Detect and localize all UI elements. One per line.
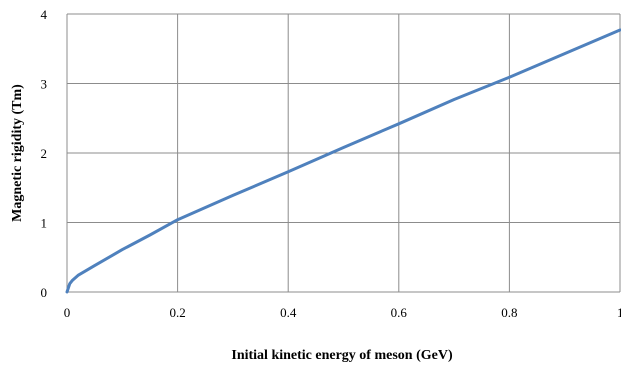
y-tick-label: 1 bbox=[41, 216, 48, 231]
y-tick-label: 0 bbox=[41, 285, 48, 300]
grid-lines bbox=[67, 13, 621, 292]
y-tick-label: 2 bbox=[41, 146, 48, 161]
x-tick-label: 1 bbox=[617, 305, 621, 320]
y-tick-labels: 0 1 2 3 4 bbox=[41, 7, 48, 300]
axes bbox=[66, 14, 620, 293]
x-tick-label: 0 bbox=[64, 305, 71, 320]
x-tick-label: 0.4 bbox=[280, 305, 297, 320]
x-tick-label: 0.2 bbox=[169, 305, 185, 320]
series-layer bbox=[65, 28, 621, 294]
y-tick-label: 3 bbox=[41, 77, 48, 92]
x-tick-label: 0.8 bbox=[501, 305, 517, 320]
y-axis-title: Magnetic rigidity (Tm) bbox=[10, 84, 25, 222]
x-tick-label: 0.6 bbox=[391, 305, 408, 320]
y-tick-label: 4 bbox=[41, 7, 48, 22]
series-line bbox=[65, 28, 621, 294]
x-axis-title: Initial kinetic energy of meson (GeV) bbox=[231, 348, 453, 363]
x-tick-labels: 0 0.2 0.4 0.6 0.8 1 bbox=[64, 305, 621, 320]
